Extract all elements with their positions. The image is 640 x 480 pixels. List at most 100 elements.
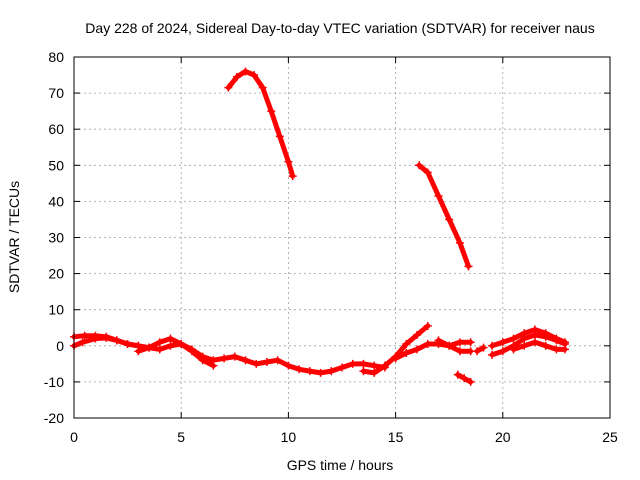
data-point [541, 341, 550, 350]
data-point [134, 347, 143, 356]
data-point [220, 354, 229, 363]
data-point [509, 345, 518, 354]
y-tick-label: 10 [48, 302, 64, 318]
data-point [460, 374, 469, 383]
data-point [198, 356, 207, 365]
data-point [445, 341, 454, 350]
data-point [123, 339, 132, 348]
data-point [284, 361, 293, 370]
data-point [327, 367, 336, 376]
y-tick-label: 30 [48, 230, 64, 246]
data-point [509, 334, 518, 343]
data-point [209, 361, 218, 370]
y-tick-label: 50 [48, 157, 64, 173]
y-tick-label: 20 [48, 266, 64, 282]
y-tick-label: -20 [44, 410, 64, 426]
y-axis-label: SDTVAR / TECUs [6, 181, 22, 293]
x-tick-label: 10 [281, 429, 297, 445]
series-layer [70, 67, 569, 386]
data-point [288, 172, 297, 181]
chart-title: Day 228 of 2024, Sidereal Day-to-day VTE… [85, 20, 594, 36]
data-point [258, 83, 267, 92]
data-point [380, 361, 389, 370]
data-point [520, 341, 529, 350]
x-tick-label: 5 [177, 429, 185, 445]
data-point [560, 338, 569, 347]
data-point [305, 367, 314, 376]
data-point [112, 336, 121, 345]
y-tick-label: 60 [48, 121, 64, 137]
data-point [488, 350, 497, 359]
x-tick-label: 0 [70, 429, 78, 445]
data-point [391, 354, 400, 363]
data-point [284, 157, 293, 166]
data-point [488, 341, 497, 350]
data-point [552, 334, 561, 343]
data-point [402, 339, 411, 348]
data-point [498, 338, 507, 347]
data-point [250, 71, 259, 80]
data-point [230, 352, 239, 361]
y-tick-label: 70 [48, 85, 64, 101]
data-point [423, 321, 432, 330]
data-point [434, 336, 443, 345]
series-arc-8 [436, 337, 474, 354]
data-point [232, 72, 241, 81]
data-point [413, 330, 422, 339]
data-point [267, 107, 276, 116]
data-point [434, 191, 443, 200]
data-point [252, 359, 261, 368]
data-point [464, 262, 473, 271]
data-point [473, 347, 482, 356]
data-point [177, 339, 186, 348]
data-point [415, 161, 424, 170]
data-point [466, 377, 475, 386]
data-point [466, 338, 475, 347]
data-point [359, 367, 368, 376]
series-arc-7 [416, 162, 471, 269]
data-point [241, 356, 250, 365]
data-point [273, 356, 282, 365]
data-point [552, 345, 561, 354]
data-point [445, 215, 454, 224]
data-point [241, 67, 250, 76]
data-point [224, 83, 233, 92]
data-point [166, 334, 175, 343]
data-point [102, 332, 111, 341]
data-point [295, 365, 304, 374]
data-point [316, 368, 325, 377]
data-point [455, 238, 464, 247]
plot-frame [73, 56, 611, 419]
data-point [275, 132, 284, 141]
data-point [453, 370, 462, 379]
x-axis-label: GPS time / hours [287, 457, 394, 473]
data-point [413, 345, 422, 354]
data-point [498, 347, 507, 356]
data-point [455, 347, 464, 356]
data-point [78, 338, 87, 347]
data-point [187, 347, 196, 356]
y-tick-label: 80 [48, 49, 64, 65]
y-tick-label: 0 [56, 338, 64, 354]
data-point [560, 345, 569, 354]
data-point [520, 329, 529, 338]
data-point [402, 349, 411, 358]
tick-layer: -20 -10 0 10 20 30 40 50 60 70 80 0 5 10 15 20 25 [44, 49, 618, 445]
data-point [348, 359, 357, 368]
data-point [423, 168, 432, 177]
data-point [530, 338, 539, 347]
x-tick-label: 20 [495, 429, 511, 445]
data-point [145, 343, 154, 352]
data-point [155, 345, 164, 354]
series-arc-3 [135, 336, 216, 369]
data-point [541, 329, 550, 338]
y-tick-label: 40 [48, 193, 64, 209]
y-tick-label: -10 [44, 374, 64, 390]
data-point [338, 363, 346, 372]
data-point [370, 368, 379, 377]
data-point [423, 339, 432, 348]
data-point [262, 358, 271, 367]
data-point [479, 343, 488, 352]
data-point [91, 331, 100, 340]
